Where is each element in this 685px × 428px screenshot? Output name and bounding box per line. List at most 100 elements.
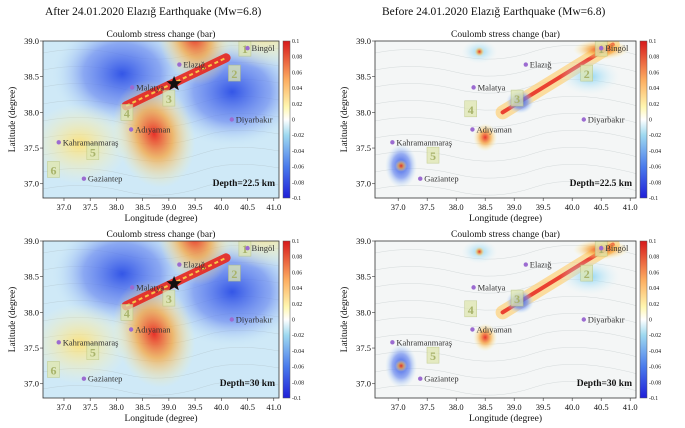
city-marker	[390, 340, 395, 345]
positive-patch	[395, 359, 408, 372]
y-tick-label: 37.0	[24, 179, 39, 189]
x-tick-label: 41.0	[623, 402, 638, 412]
colorbar	[639, 40, 648, 199]
colorbar-tick-label: -0.06	[649, 365, 661, 371]
x-tick-label: 40.5	[594, 202, 609, 212]
positive-patch	[473, 323, 498, 352]
city-label: Elazığ	[183, 60, 205, 70]
y-axis-label: Latitude (degree)	[339, 87, 350, 153]
colorbar-tick-label: 0.1	[292, 239, 299, 245]
colorbar-tick-label: -0.1	[649, 196, 658, 202]
positive-patch	[473, 123, 498, 152]
city-label: Malatya	[136, 282, 164, 292]
stress-field: 12 3 4 5 6 Bingöl Elazığ Malatya Adıyaman Diyarba…	[43, 41, 279, 198]
x-tick-label: 39.0	[507, 202, 522, 212]
city-marker	[581, 317, 586, 322]
city-marker	[599, 245, 604, 251]
terrain-line	[43, 181, 279, 196]
right-column-title: Before 24.01.2020 Elazığ Earthquake (Mw=…	[382, 6, 606, 18]
city-marker	[81, 376, 87, 381]
stress-field: 12 3 4 5 6 Bingöl Elazığ Malatya Adıyaman Diyarba…	[43, 241, 279, 398]
terrain-line	[375, 330, 636, 345]
y-tick-label: 37.0	[24, 379, 39, 389]
terrain-line	[375, 147, 636, 162]
colorbar-tick-label: 0.02	[649, 102, 659, 108]
colorbar-tick-label: -0.08	[292, 180, 304, 186]
city-label: Adıyaman	[476, 324, 512, 334]
colorbar-tick-label: -0.06	[649, 165, 661, 171]
stress-field: 12345BingölElazığMalatyaAdıyamanDiyarbak…	[375, 241, 636, 398]
y-tick-label: 38.0	[24, 307, 39, 317]
colorbar-tick-label: -0.04	[292, 349, 304, 355]
terrain-line	[375, 181, 636, 196]
segment-label: 5	[90, 346, 96, 360]
city-marker	[418, 176, 423, 181]
segment-label: 2	[231, 267, 237, 281]
x-tick-label: 38.5	[135, 402, 150, 412]
colorbar-tick-label: -0.04	[292, 149, 304, 155]
positive-lobe-weak	[43, 303, 130, 384]
segment-box	[580, 64, 594, 82]
colorbar	[282, 240, 291, 399]
city-label: Diyarbakır	[588, 315, 625, 325]
city-label: Kahramanmaraş	[63, 337, 119, 347]
city-label: Gaziantep	[424, 374, 458, 384]
colorbar-tick-label: 0.04	[292, 286, 302, 292]
colorbar-tick-label: 0.04	[649, 286, 659, 292]
city-label: Kahramanmaraş	[63, 137, 119, 147]
x-tick-label: 40.0	[565, 202, 580, 212]
city-label: Bingöl	[252, 243, 276, 253]
x-tick-label: 38.0	[449, 402, 464, 412]
colorbar-tick-label: -0.02	[292, 133, 304, 139]
colorbar-tick-label: -0.04	[649, 349, 661, 355]
x-tick-label: 40.5	[240, 402, 255, 412]
city-marker	[418, 376, 423, 381]
city-label: Kahramanmaraş	[396, 337, 452, 347]
x-tick-label: 37.5	[420, 402, 435, 412]
colorbar-tick-label: 0.06	[649, 270, 659, 276]
segment-label: 4	[124, 306, 130, 320]
plot-frame	[374, 40, 637, 199]
colorbar-tick-label: 0.02	[292, 102, 302, 108]
city-marker	[245, 245, 250, 251]
segment-label: 5	[90, 146, 96, 160]
x-tick-label: 38.5	[478, 402, 493, 412]
city-label: Adıyaman	[135, 324, 171, 334]
x-tick-label: 41.0	[623, 202, 638, 212]
x-tick-label: 41.0	[266, 202, 281, 212]
x-tick-label: 41.0	[266, 402, 281, 412]
segment-label: 3	[514, 292, 520, 306]
city-marker	[390, 140, 395, 145]
y-tick-label: 37.0	[356, 379, 371, 389]
segment-box	[86, 343, 100, 360]
colorbar-tick-label: -0.06	[292, 165, 304, 171]
city-label: Gaziantep	[88, 174, 122, 184]
x-axis-label: Longitude (degree)	[469, 213, 542, 224]
y-axis-label: Latitude (degree)	[7, 287, 18, 353]
city-marker	[470, 127, 475, 132]
x-tick-label: 39.0	[507, 402, 522, 412]
city-label: Elazığ	[530, 260, 552, 270]
x-tick-label: 39.0	[161, 402, 176, 412]
depth-label: Depth=30 km	[220, 379, 275, 389]
colorbar-tick-label: -0.02	[292, 333, 304, 339]
segment-box	[238, 241, 252, 257]
colorbar-tick-label: -0.1	[292, 396, 301, 402]
city-label: Diyarbakır	[588, 115, 625, 125]
segment-label: 3	[166, 292, 172, 306]
segment-box	[426, 346, 440, 364]
colorbar-tick-label: 0.1	[649, 239, 656, 245]
city-marker	[470, 327, 475, 332]
rupture-trace	[125, 256, 227, 307]
positive-patch	[474, 246, 485, 257]
x-axis-label: Longitude (degree)	[124, 413, 197, 424]
x-tick-label: 37.5	[83, 202, 98, 212]
x-tick-label: 37.5	[83, 402, 98, 412]
city-marker	[523, 262, 528, 267]
x-tick-label: 38.0	[109, 202, 124, 212]
segment-box	[162, 89, 176, 107]
segment-label: 4	[124, 106, 130, 120]
terrain-line	[43, 381, 279, 396]
x-tick-label: 37.0	[57, 202, 72, 212]
